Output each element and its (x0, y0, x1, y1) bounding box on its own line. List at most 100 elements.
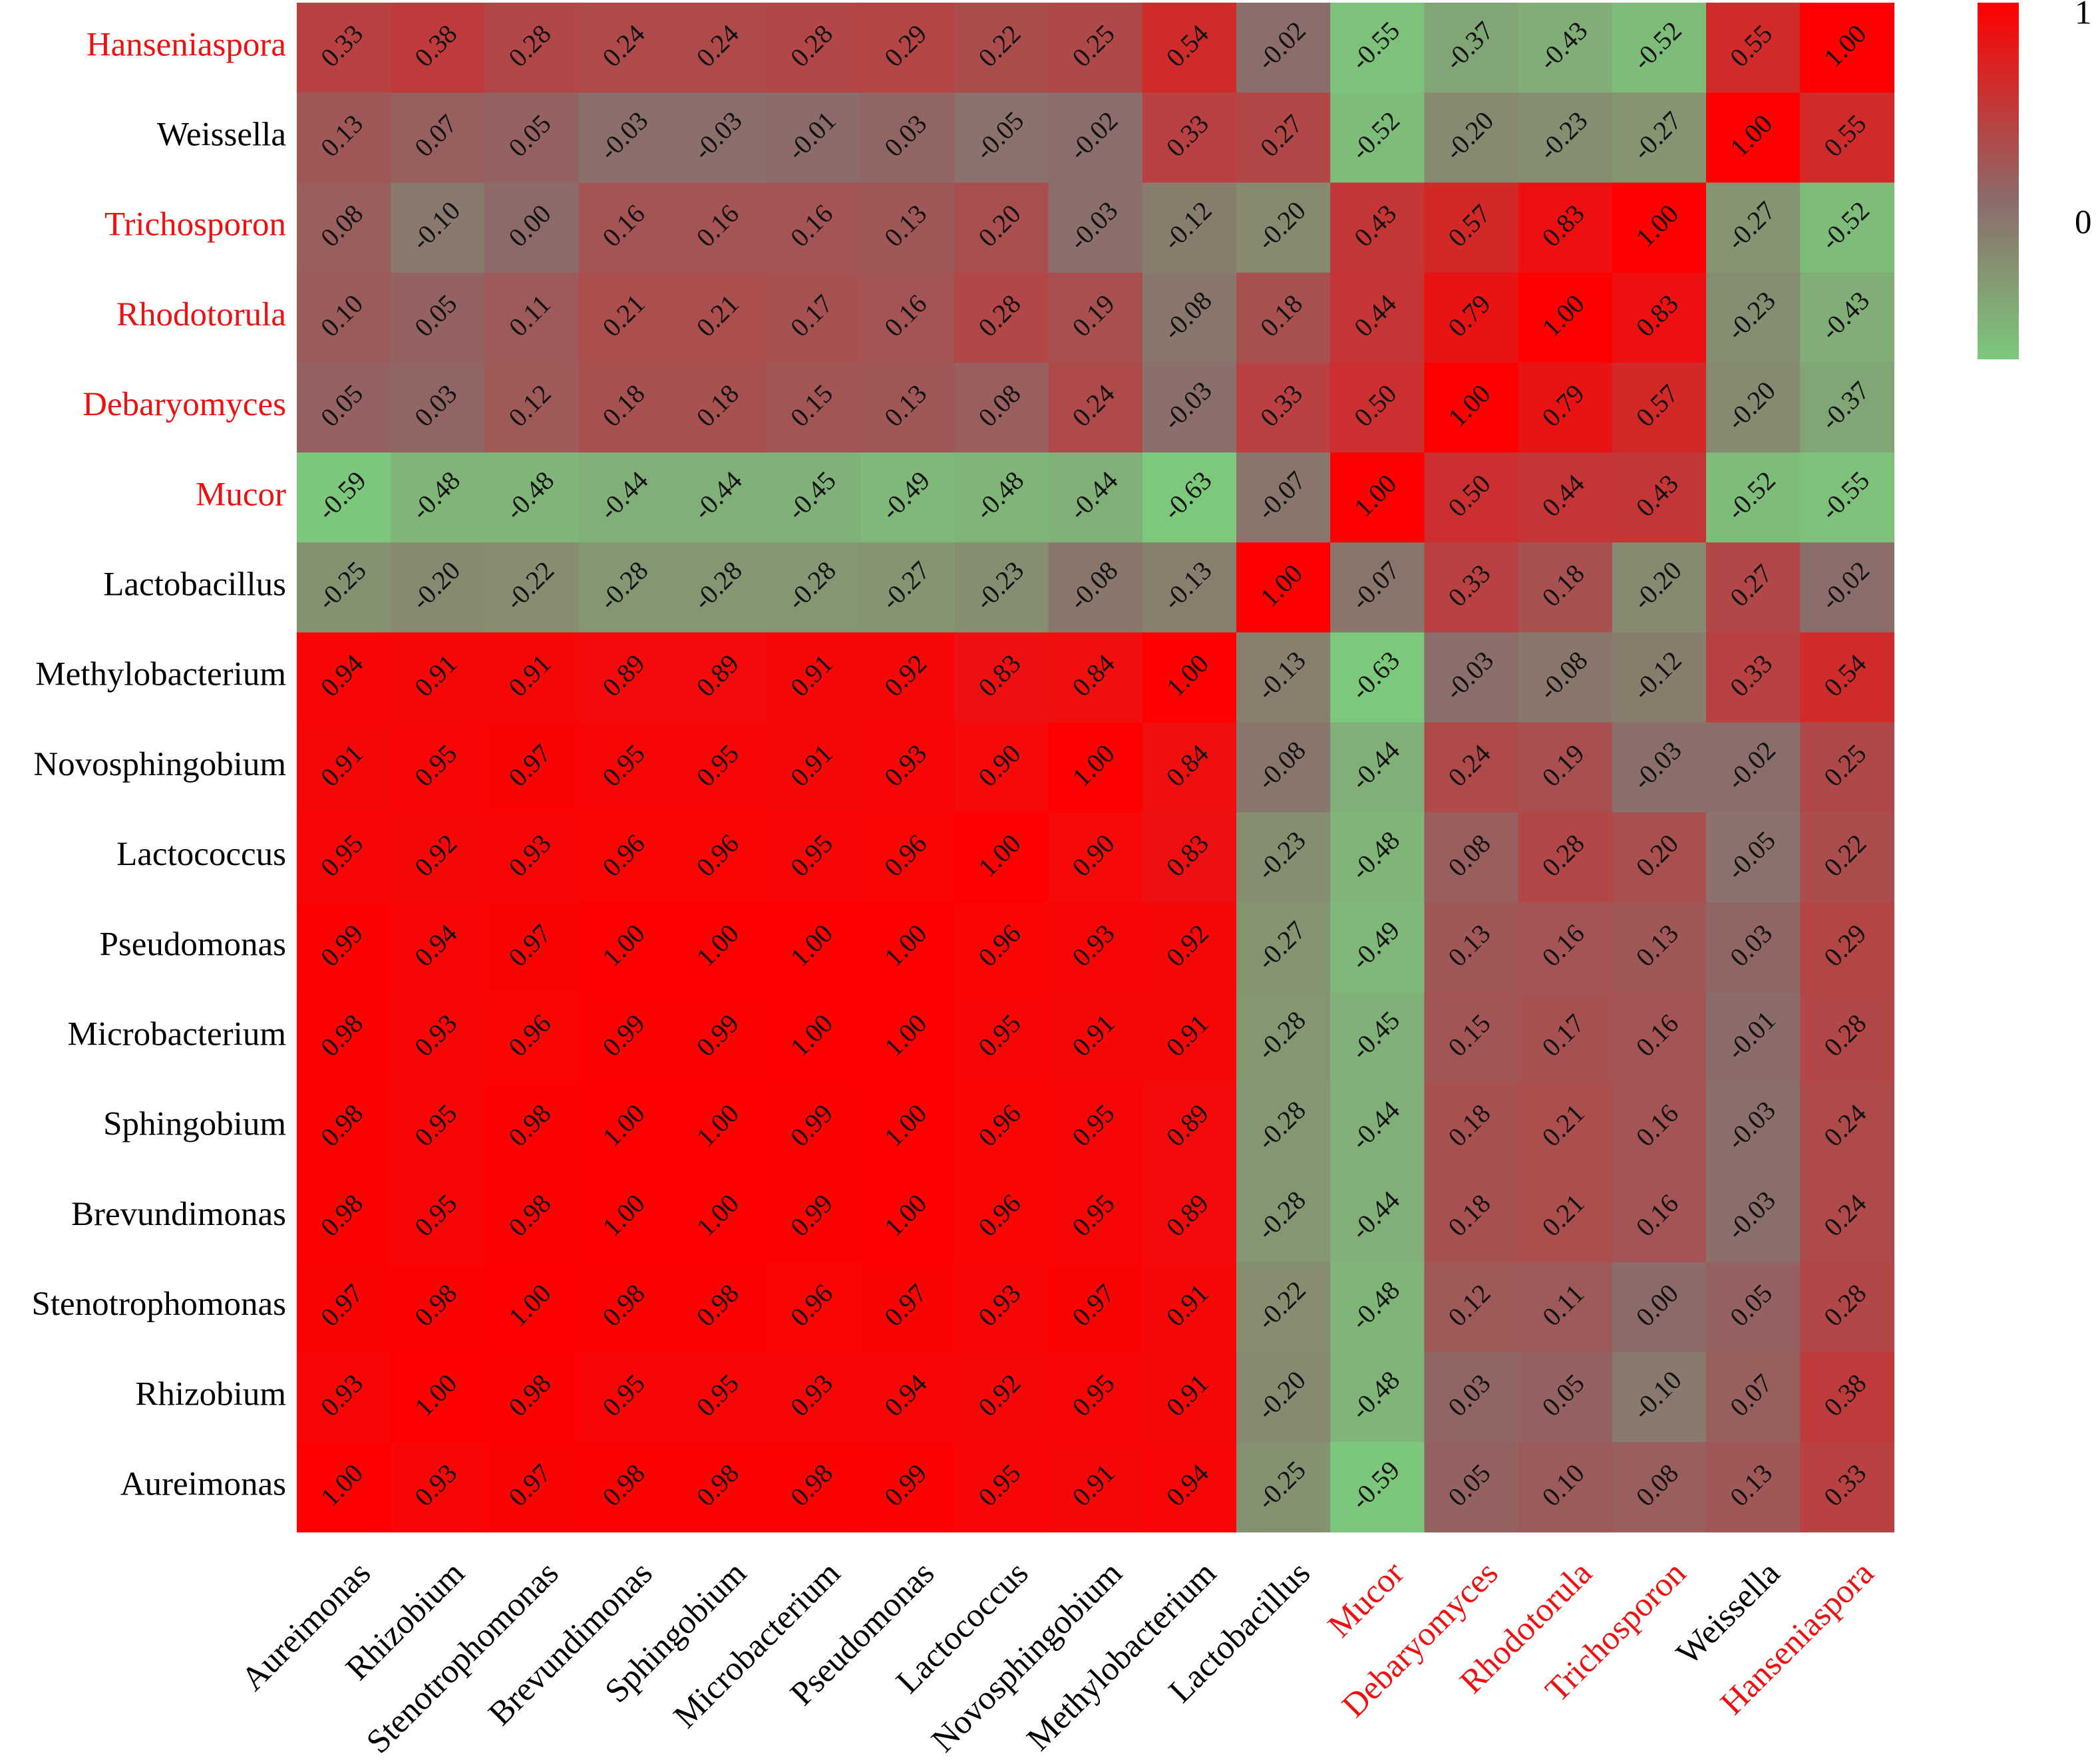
heatmap-cell (860, 992, 955, 1083)
heatmap-cell (1424, 902, 1519, 993)
heatmap-cell (1424, 1352, 1519, 1443)
heatmap-cell (578, 1082, 673, 1173)
heatmap-cell (1424, 92, 1519, 183)
y-tick-label: Lactococcus (116, 836, 286, 873)
heatmap-cell (1706, 1172, 1801, 1263)
heatmap-cell (1048, 1442, 1143, 1532)
heatmap-cell (672, 452, 767, 543)
heatmap-cell (391, 92, 485, 183)
heatmap-cell (860, 632, 955, 723)
heatmap-cell (1800, 452, 1894, 543)
heatmap-cell (1518, 992, 1613, 1083)
heatmap-cell (1518, 452, 1613, 543)
heatmap-cell (484, 812, 580, 903)
heatmap-cell (954, 1082, 1049, 1173)
heatmap-cell (297, 1172, 391, 1263)
heatmap-cell (954, 182, 1049, 273)
heatmap-cell (1330, 1262, 1425, 1353)
heatmap-cell (297, 1442, 391, 1532)
heatmap-cell (1142, 1352, 1237, 1443)
x-tick-label: Mucor (1321, 1554, 1411, 1645)
heatmap-cell (391, 182, 485, 273)
heatmap-cell (484, 632, 580, 723)
heatmap-cell (297, 902, 391, 993)
heatmap-cell (1518, 1172, 1613, 1263)
heatmap-cell (672, 1352, 767, 1443)
heatmap-cell (1330, 632, 1425, 723)
heatmap-cell (297, 92, 391, 183)
heatmap-cell (391, 1352, 485, 1443)
heatmap-cell (1424, 362, 1519, 453)
y-tick-label: Aureimonas (120, 1466, 286, 1503)
heatmap-cell (1330, 92, 1425, 183)
heatmap-cell (672, 902, 767, 993)
heatmap-cell (1330, 452, 1425, 543)
heatmap-cell (578, 902, 673, 993)
heatmap-cell (1424, 812, 1519, 903)
heatmap-cell (1612, 1082, 1707, 1173)
heatmap-cell (672, 722, 767, 813)
colorbar-gradient (1978, 3, 2019, 359)
heatmap-cell (484, 3, 580, 93)
heatmap-cell (1236, 1352, 1331, 1443)
heatmap-cell (297, 992, 391, 1083)
heatmap-cell (578, 992, 673, 1083)
heatmap-cell (1612, 1172, 1707, 1263)
heatmap-cell (297, 632, 391, 723)
heatmap-cell (484, 182, 580, 273)
colorbar: 10 (1978, 0, 2092, 359)
heatmap-cell (578, 1172, 673, 1263)
y-tick-label: Weissella (157, 116, 286, 154)
heatmap-cell (1048, 992, 1143, 1083)
heatmap-cell (1424, 452, 1519, 543)
heatmap-cell (1518, 362, 1613, 453)
heatmap-cell (1518, 1262, 1613, 1353)
y-tick-label: Debaryomyces (83, 386, 286, 423)
heatmap-cell (954, 1262, 1049, 1353)
heatmap-cell (1424, 182, 1519, 273)
heatmap-cell (578, 1262, 673, 1353)
heatmap-cell (1330, 272, 1425, 363)
heatmap-cell (1612, 812, 1707, 903)
y-tick-label: Pseudomonas (100, 926, 287, 963)
heatmap-cell (954, 1352, 1049, 1443)
heatmap-cell (954, 632, 1049, 723)
heatmap-cell (672, 1442, 767, 1532)
heatmap-cell (1424, 722, 1519, 813)
heatmap-cell (1518, 1442, 1613, 1532)
heatmap-cell (672, 542, 767, 633)
heatmap-cell (1612, 182, 1707, 273)
heatmap-cell (860, 362, 955, 453)
heatmap-cell (767, 902, 861, 993)
heatmap-cell (1424, 992, 1519, 1083)
heatmap-cell (954, 992, 1049, 1083)
heatmap-cell (1518, 632, 1613, 723)
heatmap-cell (1142, 1442, 1237, 1532)
heatmap-cell (1800, 992, 1894, 1083)
y-tick-label: Mucor (196, 476, 286, 513)
heatmap-cell (1800, 362, 1894, 453)
heatmap-cell (1330, 902, 1425, 993)
heatmap-cell (1330, 182, 1425, 273)
heatmap-cell (484, 902, 580, 993)
heatmap-cell (1236, 1442, 1331, 1532)
heatmap-cell (1142, 1082, 1237, 1173)
heatmap-cell (578, 812, 673, 903)
heatmap-cell (767, 812, 861, 903)
heatmap-cell (1142, 182, 1237, 273)
heatmap-cell (1424, 272, 1519, 363)
heatmap-cell (1236, 362, 1331, 453)
heatmap-cell (767, 1442, 861, 1532)
heatmap-cell (1236, 3, 1331, 93)
heatmap-cell (1612, 632, 1707, 723)
heatmap-cell (1048, 3, 1143, 93)
heatmap-cell (767, 1172, 861, 1263)
heatmap-cell (297, 3, 391, 93)
heatmap-cell (391, 632, 485, 723)
heatmap-cell (1142, 902, 1237, 993)
heatmap-cell (1612, 92, 1707, 183)
heatmap-cell (1706, 542, 1801, 633)
heatmap-cell (1518, 1082, 1613, 1173)
y-tick-label: Novosphingobium (33, 746, 286, 783)
